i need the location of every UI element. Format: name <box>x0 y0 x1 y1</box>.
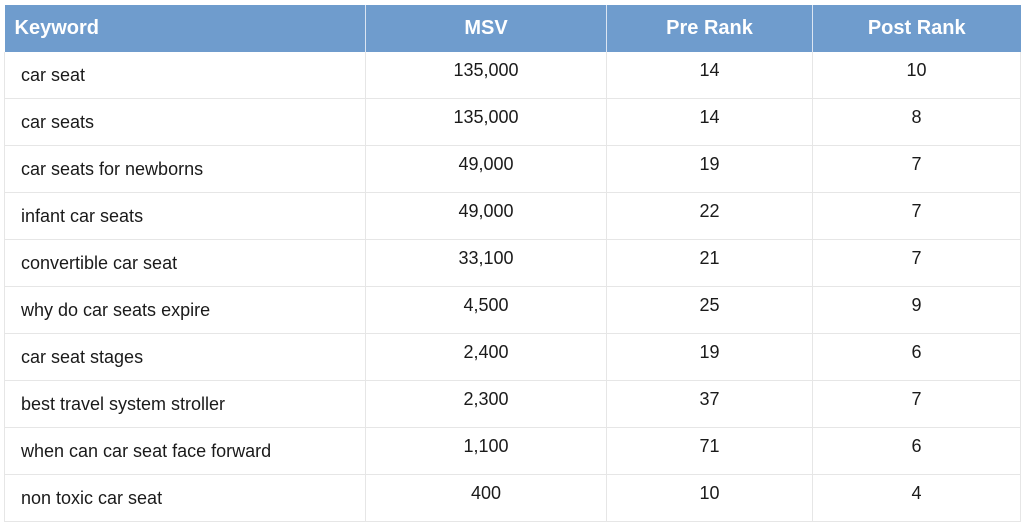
pre-rank-cell: 37 <box>606 380 813 428</box>
msv-cell: 49,000 <box>365 145 607 193</box>
post-rank-cell: 4 <box>812 474 1021 522</box>
header-post-rank: Post Rank <box>812 5 1021 52</box>
pre-rank-cell: 19 <box>606 145 813 193</box>
table-row: infant car seats 49,000 22 7 <box>4 192 1021 240</box>
header-msv: MSV <box>365 5 607 52</box>
pre-rank-cell: 21 <box>606 239 813 287</box>
post-rank-cell: 7 <box>812 239 1021 287</box>
table-row: best travel system stroller 2,300 37 7 <box>4 380 1021 428</box>
keyword-rank-table: Keyword MSV Pre Rank Post Rank car seat … <box>4 5 1021 522</box>
table-row: when can car seat face forward 1,100 71 … <box>4 427 1021 475</box>
keyword-cell: best travel system stroller <box>4 380 366 428</box>
table-body: car seat 135,000 14 10 car seats 135,000… <box>4 52 1021 522</box>
post-rank-cell: 9 <box>812 286 1021 334</box>
keyword-cell: car seat <box>4 52 366 99</box>
post-rank-cell: 6 <box>812 333 1021 381</box>
post-rank-cell: 7 <box>812 192 1021 240</box>
keyword-cell: car seats <box>4 98 366 146</box>
msv-cell: 400 <box>365 474 607 522</box>
header-pre-rank: Pre Rank <box>606 5 813 52</box>
table-row: convertible car seat 33,100 21 7 <box>4 239 1021 287</box>
msv-cell: 135,000 <box>365 98 607 146</box>
pre-rank-cell: 10 <box>606 474 813 522</box>
msv-cell: 2,300 <box>365 380 607 428</box>
table-row: car seat 135,000 14 10 <box>4 52 1021 99</box>
table-row: car seat stages 2,400 19 6 <box>4 333 1021 381</box>
pre-rank-cell: 19 <box>606 333 813 381</box>
keyword-cell: when can car seat face forward <box>4 427 366 475</box>
pre-rank-cell: 14 <box>606 52 813 99</box>
keyword-cell: convertible car seat <box>4 239 366 287</box>
keyword-cell: non toxic car seat <box>4 474 366 522</box>
table-row: car seats for newborns 49,000 19 7 <box>4 145 1021 193</box>
pre-rank-cell: 71 <box>606 427 813 475</box>
msv-cell: 33,100 <box>365 239 607 287</box>
keyword-cell: car seat stages <box>4 333 366 381</box>
header-row: Keyword MSV Pre Rank Post Rank <box>4 5 1021 52</box>
table-row: non toxic car seat 400 10 4 <box>4 474 1021 522</box>
post-rank-cell: 7 <box>812 380 1021 428</box>
msv-cell: 4,500 <box>365 286 607 334</box>
keyword-cell: infant car seats <box>4 192 366 240</box>
table-row: car seats 135,000 14 8 <box>4 98 1021 146</box>
table-header: Keyword MSV Pre Rank Post Rank <box>4 5 1021 52</box>
pre-rank-cell: 25 <box>606 286 813 334</box>
msv-cell: 2,400 <box>365 333 607 381</box>
post-rank-cell: 10 <box>812 52 1021 99</box>
header-keyword: Keyword <box>4 5 366 52</box>
msv-cell: 1,100 <box>365 427 607 475</box>
table-row: why do car seats expire 4,500 25 9 <box>4 286 1021 334</box>
keyword-cell: why do car seats expire <box>4 286 366 334</box>
pre-rank-cell: 14 <box>606 98 813 146</box>
pre-rank-cell: 22 <box>606 192 813 240</box>
msv-cell: 49,000 <box>365 192 607 240</box>
keyword-cell: car seats for newborns <box>4 145 366 193</box>
post-rank-cell: 7 <box>812 145 1021 193</box>
post-rank-cell: 8 <box>812 98 1021 146</box>
msv-cell: 135,000 <box>365 52 607 99</box>
post-rank-cell: 6 <box>812 427 1021 475</box>
keyword-rank-table-container: Keyword MSV Pre Rank Post Rank car seat … <box>4 5 1021 522</box>
